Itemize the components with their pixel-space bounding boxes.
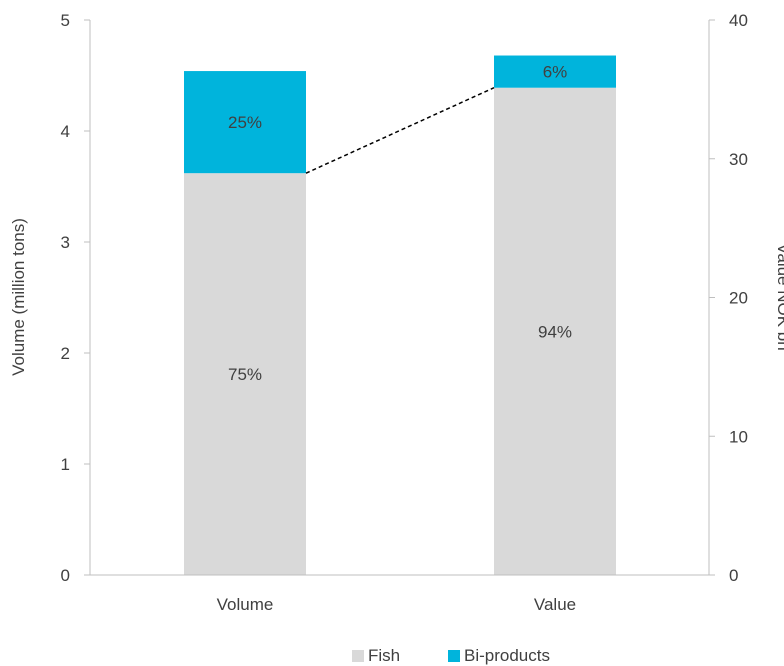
bar-volume-bi-products xyxy=(184,71,306,174)
data-label-volume-bi-products: 25% xyxy=(228,113,262,132)
bar-volume-fish xyxy=(184,173,306,575)
bar-value-bi-products xyxy=(494,55,616,88)
legend-swatch-fish xyxy=(352,649,364,662)
left-tick-label: 5 xyxy=(61,11,70,30)
left-tick-label: 4 xyxy=(61,122,70,141)
left-tick-label: 1 xyxy=(61,455,70,474)
legend: Fish Bi-products xyxy=(0,645,784,666)
left-y-axis-title: Volume (million tons) xyxy=(9,218,28,376)
left-tick-label: 3 xyxy=(61,233,70,252)
right-tick-label: 20 xyxy=(729,289,748,308)
data-label-volume-fish: 75% xyxy=(228,365,262,384)
x-tick-label-volume: Volume xyxy=(217,595,274,614)
data-label-value-fish: 94% xyxy=(538,322,572,341)
connector-line xyxy=(305,87,495,174)
right-tick-label: 10 xyxy=(729,427,748,446)
right-tick-label: 0 xyxy=(729,566,738,585)
left-tick-label: 0 xyxy=(61,566,70,585)
data-label-value-bi-products: 6% xyxy=(543,63,568,82)
legend-swatch-bi-products xyxy=(448,649,460,662)
stacked-bar-chart: 75% 25% 94% 6% 0 1 2 3 4 5 0 10 20 30 40 Volume Value… xyxy=(9,11,784,614)
legend-item-fish: Fish xyxy=(352,645,400,666)
legend-label-fish: Fish xyxy=(368,646,401,665)
x-tick-label-value: Value xyxy=(534,595,576,614)
left-tick-label: 2 xyxy=(61,344,70,363)
right-tick-label: 30 xyxy=(729,150,748,169)
legend-item-bi-products: Bi-products xyxy=(448,645,550,666)
right-tick-label: 40 xyxy=(729,11,748,30)
legend-label-bi-products: Bi-products xyxy=(464,646,550,665)
bar-value-fish xyxy=(494,87,616,576)
right-y-axis-title: Value NOK bn xyxy=(774,243,784,350)
